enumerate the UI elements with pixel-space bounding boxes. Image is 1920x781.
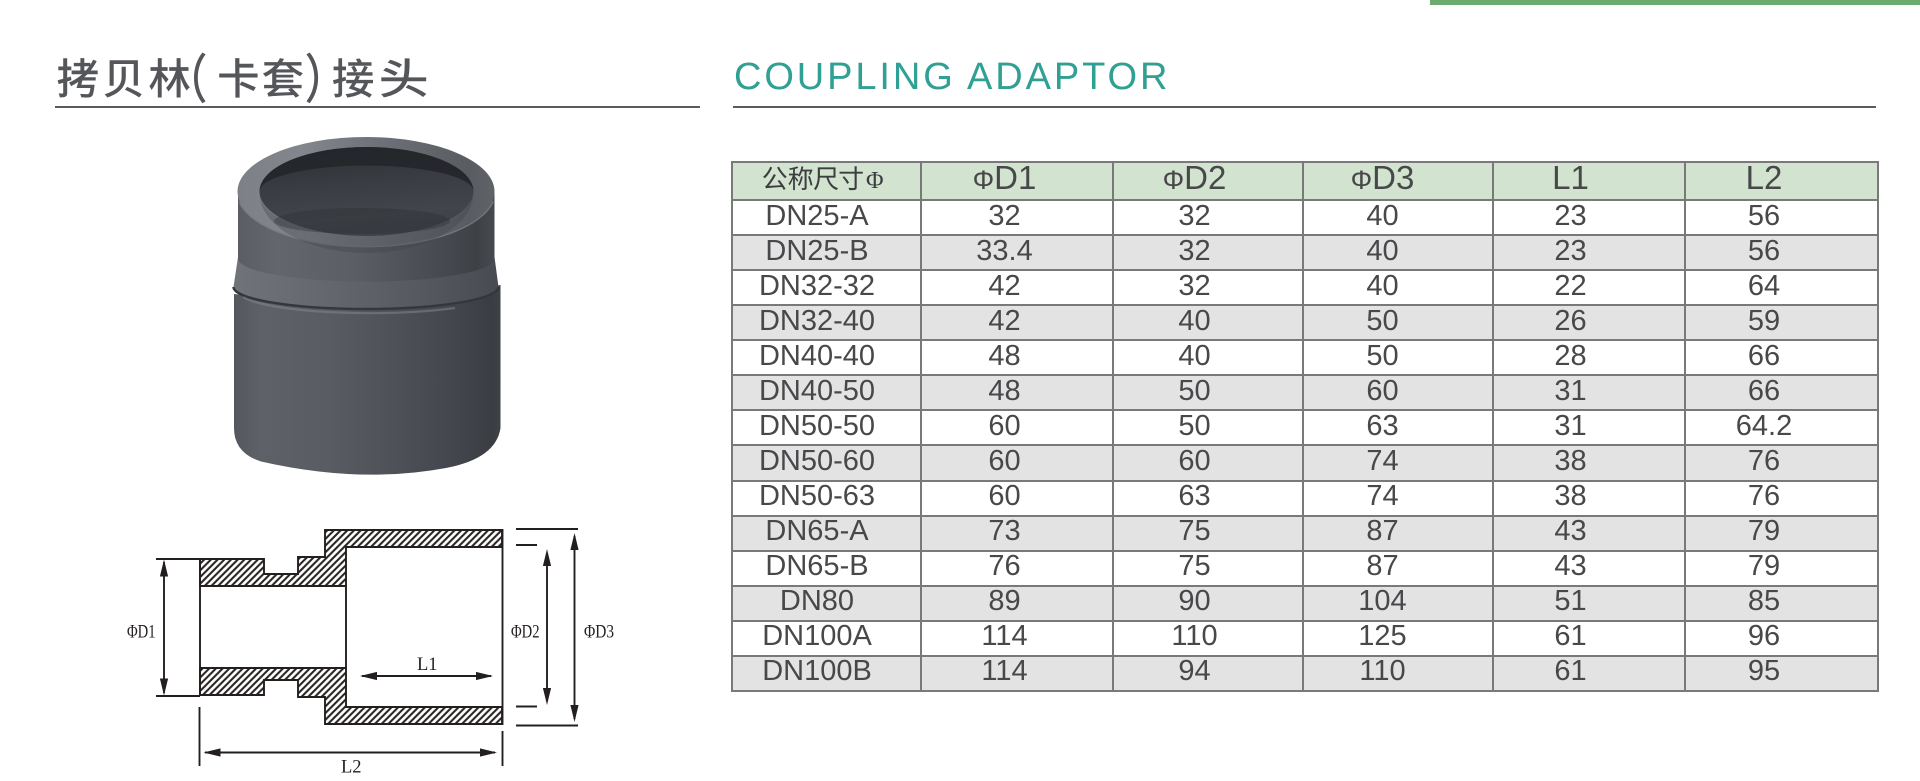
svg-text:ΦD3: ΦD3 [584,623,614,643]
svg-text:ΦD2: ΦD2 [511,623,540,643]
svg-text:L2: L2 [341,758,362,778]
svg-text:L1: L1 [417,655,438,675]
svg-text:Φ: Φ [866,168,884,194]
svg-text:ΦD1: ΦD1 [127,623,156,643]
